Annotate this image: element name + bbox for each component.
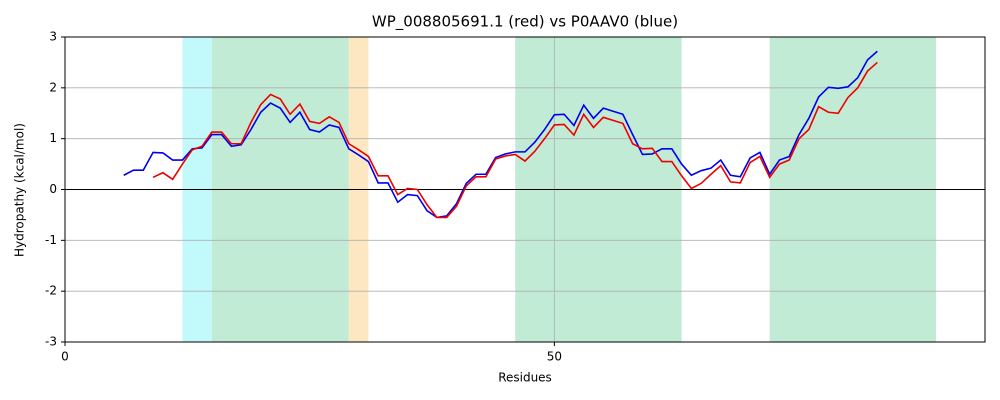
x-tick-label: 0 — [61, 350, 69, 364]
x-tick-label: 50 — [547, 350, 562, 364]
plot-frame — [64, 36, 986, 343]
y-tick-label: -2 — [45, 284, 57, 298]
y-tick-label: 1 — [49, 131, 57, 145]
series-line — [123, 50, 878, 219]
y-tick-label: 2 — [49, 80, 57, 94]
x-axis-label: Residues — [498, 371, 552, 385]
y-tick-label: 3 — [49, 30, 57, 44]
chart-title: WP_008805691.1 (red) vs P0AAV0 (blue) — [372, 13, 678, 32]
y-axis-label: Hydropathy (kcal/mol) — [13, 123, 27, 257]
y-tick-label: -3 — [45, 335, 57, 349]
y-tick-label: -1 — [45, 233, 57, 247]
series-line — [152, 61, 878, 219]
y-tick-label: 0 — [49, 182, 57, 196]
